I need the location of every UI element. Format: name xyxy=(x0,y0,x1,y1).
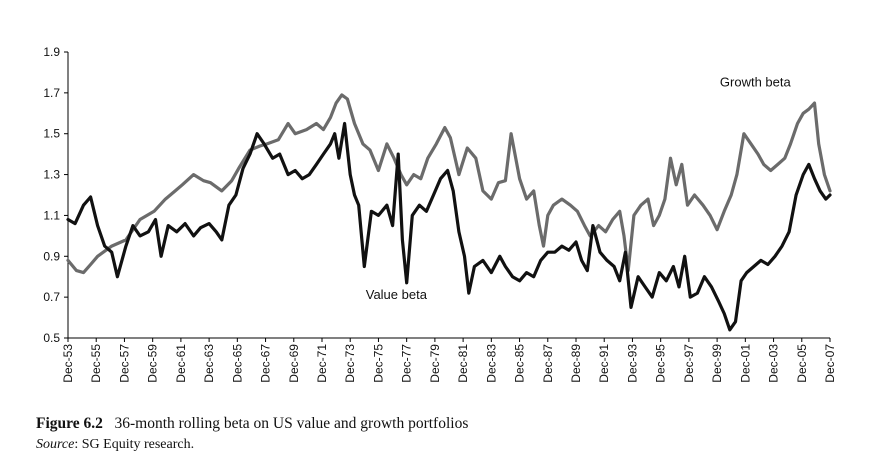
x-tick-label: Dec-61 xyxy=(174,344,188,383)
y-tick-label: 1.5 xyxy=(43,127,60,141)
y-tick-label: 0.5 xyxy=(43,331,60,345)
series-labels: Growth beta Value beta xyxy=(366,75,792,302)
y-tick-label: 1.1 xyxy=(43,208,60,222)
figure-source: Source: SG Equity research. xyxy=(36,437,194,453)
x-tick-label: Dec-03 xyxy=(767,344,781,383)
y-tick-label: 1.7 xyxy=(43,86,60,100)
x-tick-label: Dec-55 xyxy=(89,344,103,383)
x-tick-label: Dec-99 xyxy=(710,344,724,383)
x-tick-label: Dec-75 xyxy=(371,344,385,383)
x-tick-label: Dec-01 xyxy=(738,344,752,383)
x-tick-label: Dec-67 xyxy=(259,344,273,383)
y-tick-label: 0.9 xyxy=(43,249,60,263)
x-tick-label: Dec-91 xyxy=(597,344,611,383)
x-tick-label: Dec-65 xyxy=(230,344,244,383)
x-tick-label: Dec-63 xyxy=(202,344,216,383)
x-tick-label: Dec-07 xyxy=(823,344,837,383)
x-axis: Dec-53 Dec-55 Dec-57 Dec-59 Dec-61 Dec-63 Dec-… xyxy=(61,337,837,383)
x-tick-label: Dec-73 xyxy=(343,344,357,383)
series-line-value-beta xyxy=(66,121,832,332)
x-tick-label: Dec-83 xyxy=(484,344,498,383)
x-tick-label: Dec-77 xyxy=(400,344,414,383)
x-tick-label: Dec-89 xyxy=(569,344,583,383)
y-tick-label: 1.9 xyxy=(43,45,60,59)
y-tick-label: 1.3 xyxy=(43,168,60,182)
x-tick-label: Dec-85 xyxy=(513,344,527,383)
series-label-growth-beta: Growth beta xyxy=(720,75,792,90)
source-text: : SG Equity research. xyxy=(74,437,195,452)
line-chart: 0.50.70.91.11.31.51.71.9 Dec-53 Dec-55 Dec… xyxy=(43,45,837,383)
x-tick-label: Dec-97 xyxy=(682,344,696,383)
series-line-growth-beta xyxy=(66,93,832,275)
x-tick-label: Dec-93 xyxy=(625,344,639,383)
source-label: Source xyxy=(36,437,75,452)
x-tick-label: Dec-53 xyxy=(61,344,75,383)
y-tick-label: 0.7 xyxy=(43,290,60,304)
x-tick-label: Dec-59 xyxy=(146,344,160,383)
x-tick-label: Dec-79 xyxy=(428,344,442,383)
y-axis: 0.5 0.7 0.9 1.1 1.3 1.5 1.7 1.9 xyxy=(43,45,69,345)
x-tick-label: Dec-69 xyxy=(287,344,301,383)
series-label-value-beta: Value beta xyxy=(366,287,428,302)
x-tick-label: Dec-05 xyxy=(795,344,809,383)
x-tick-label: Dec-57 xyxy=(117,344,131,383)
figure-number: Figure 6.2 xyxy=(36,415,103,432)
figure-caption: Figure 6.2 36-month rolling beta on US v… xyxy=(36,415,468,433)
x-tick-label: Dec-87 xyxy=(541,344,555,383)
x-tick-label: Dec-81 xyxy=(456,344,470,383)
x-tick-label: Dec-95 xyxy=(654,344,668,383)
series-layer xyxy=(66,93,832,332)
x-tick-label: Dec-71 xyxy=(315,344,329,383)
figure-caption-text: 36-month rolling beta on US value and gr… xyxy=(114,415,469,432)
